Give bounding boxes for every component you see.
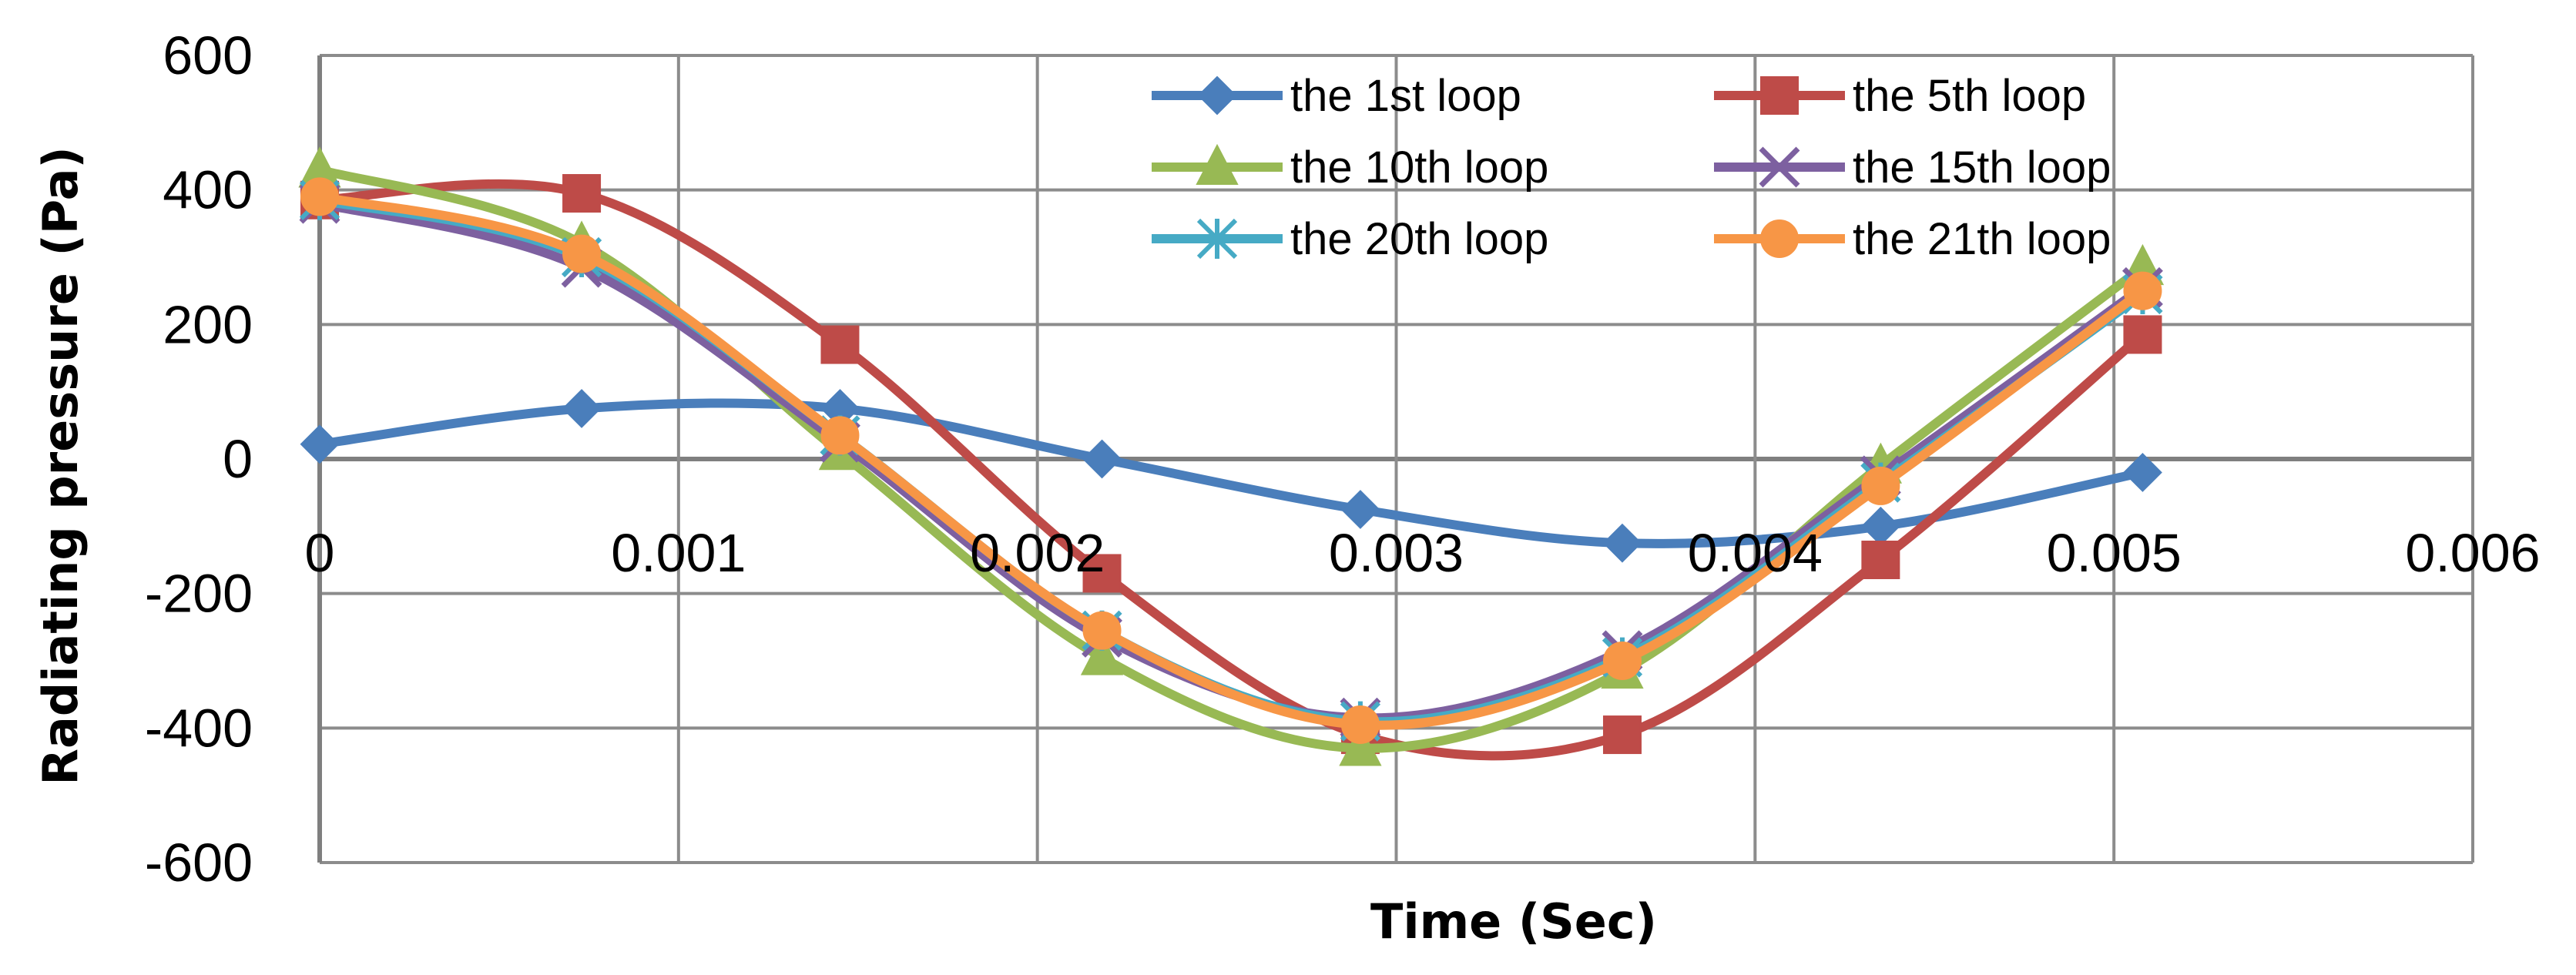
- data-point: [1602, 715, 1642, 755]
- data-point: [1602, 523, 1642, 563]
- data-point: [300, 177, 339, 216]
- y-tick-label: 200: [163, 294, 253, 354]
- data-point: [2123, 315, 2162, 354]
- y-tick-label: -600: [145, 833, 253, 893]
- legend-marker: [1760, 76, 1799, 115]
- legend-label: the 21th loop: [1853, 214, 2111, 264]
- series-1: [300, 389, 2162, 563]
- x-tick-label: 0.002: [970, 523, 1105, 583]
- data-point: [1080, 634, 1124, 675]
- x-tick-label: 0: [305, 523, 335, 583]
- data-point: [820, 416, 860, 455]
- legend-label: the 10th loop: [1290, 142, 1548, 193]
- data-point: [2123, 453, 2162, 492]
- x-tick-label: 0.001: [611, 523, 746, 583]
- legend-marker: [1760, 219, 1799, 258]
- data-point: [562, 389, 602, 428]
- data-point: [1082, 554, 1122, 593]
- legend-label: the 20th loop: [1290, 214, 1548, 264]
- series-6: [300, 177, 2162, 744]
- data-point: [1602, 642, 1642, 680]
- data-point: [1339, 725, 1382, 766]
- x-tick-label: 0.003: [1329, 523, 1464, 583]
- x-tick-label: 0.004: [1688, 523, 1823, 583]
- data-point: [1340, 490, 1380, 529]
- y-axis-title: Radiating pressure (Pa): [32, 146, 89, 786]
- legend: the 1st loop the 5th loop the 10th loop the…: [1152, 71, 2111, 264]
- data-point: [2123, 271, 2162, 310]
- series-line: [315, 398, 2148, 548]
- data-point: [1861, 541, 1900, 579]
- series-layer: [298, 146, 2165, 766]
- legend-label: the 15th loop: [1853, 142, 2111, 193]
- legend-item: the 15th loop: [1714, 142, 2111, 193]
- x-tick-label: 0.005: [2047, 523, 2182, 583]
- series-line: [315, 192, 2148, 730]
- data-point: [1340, 705, 1380, 744]
- data-point: [1861, 466, 1900, 505]
- y-tick-label: 600: [163, 25, 253, 85]
- data-point: [1082, 439, 1122, 479]
- legend-label: the 1st loop: [1290, 71, 1521, 121]
- data-point: [300, 424, 340, 464]
- legend-marker: [1196, 218, 1238, 260]
- y-tick-label: -200: [145, 564, 253, 624]
- legend-item: the 21th loop: [1714, 214, 2111, 264]
- legend-label: the 5th loop: [1853, 71, 2086, 121]
- data-point: [562, 234, 602, 273]
- marker-x-stroke: [1759, 146, 1800, 188]
- legend-item: the 20th loop: [1152, 214, 1548, 264]
- legend-item: the 5th loop: [1714, 71, 2086, 121]
- x-tick-label: 0.006: [2405, 523, 2540, 583]
- data-point: [562, 174, 602, 213]
- y-tick-label: -400: [145, 698, 253, 758]
- data-point: [1082, 611, 1122, 650]
- y-tick-label: 0: [223, 429, 253, 489]
- legend-item: the 1st loop: [1152, 71, 1521, 121]
- legend-marker: [1197, 75, 1237, 116]
- tick-labels: 600 400 200 0 -200 -400 -600 0 0.001 0.002 0.003 0.…: [145, 25, 2541, 893]
- data-point: [820, 325, 860, 364]
- data-point: [1860, 506, 1900, 546]
- legend-item: the 10th loop: [1152, 142, 1548, 193]
- legend-marker: [1759, 146, 1800, 188]
- y-tick-label: 400: [163, 160, 253, 220]
- legend-marker: [1196, 143, 1239, 185]
- x-axis-title: Time (Sec): [1370, 893, 1657, 950]
